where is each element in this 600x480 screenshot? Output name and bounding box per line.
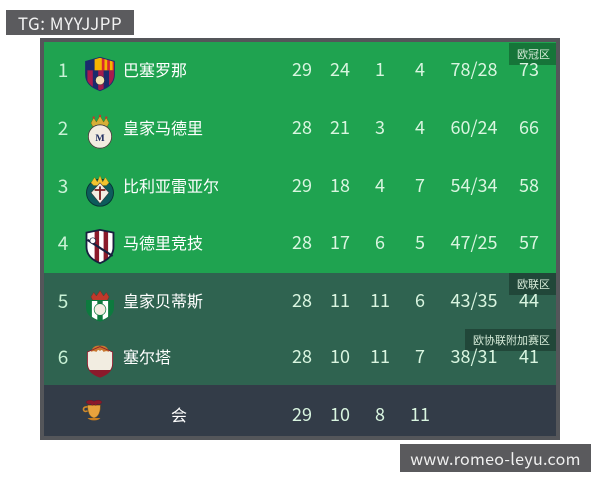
svg-text:M: M (95, 133, 105, 144)
